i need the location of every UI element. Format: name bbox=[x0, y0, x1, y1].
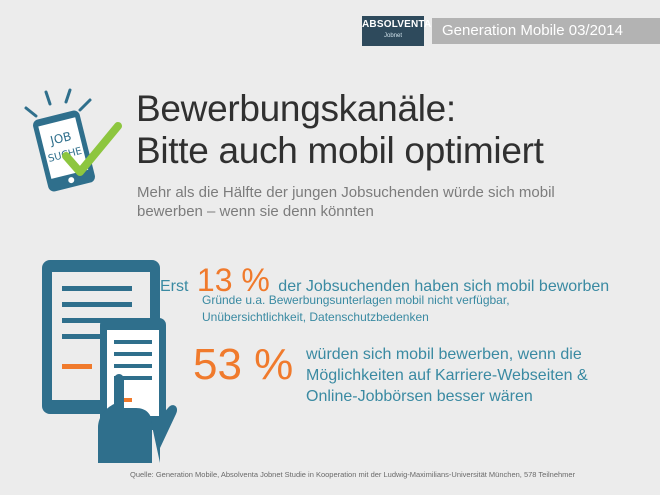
checkmark-icon bbox=[62, 122, 122, 176]
stat1-prefix: Erst bbox=[160, 278, 189, 295]
absolventa-logo: ABSOLVENTA Jobnet bbox=[362, 16, 432, 46]
stat1-reasons: Gründe u.a. Bewerbungsunterlagen mobil n… bbox=[202, 293, 510, 324]
job-search-phone-icon: JOB SUCHE bbox=[24, 88, 122, 192]
tablet-phone-hand-icon bbox=[42, 260, 178, 463]
subtitle: Mehr als die Hälfte der jungen Jobsuchen… bbox=[137, 184, 555, 220]
phone-label-line1: JOB bbox=[48, 129, 73, 148]
page-title: Bewerbungskanäle: Bitte auch mobil optim… bbox=[136, 88, 544, 172]
logo-brand-text: ABSOLVENTA bbox=[362, 19, 432, 30]
stat1-value: 13 % bbox=[196, 262, 270, 298]
stat1-line: Erst 13 % der Jobsuchenden haben sich mo… bbox=[160, 262, 609, 299]
stat1-text: der Jobsuchenden haben sich mobil beworb… bbox=[278, 278, 610, 295]
stat2-value: 53 % bbox=[193, 340, 294, 389]
stat2-text: würden sich mobil bewerben, wenn die Mög… bbox=[306, 346, 588, 405]
logo-sub-text: Jobnet bbox=[383, 33, 402, 39]
title-line1: Bewerbungskanäle: bbox=[136, 88, 456, 129]
edition-label: Generation Mobile 03/2014 bbox=[432, 18, 660, 44]
signal-rays-icon bbox=[24, 88, 92, 118]
title-line2: Bitte auch mobil optimiert bbox=[136, 130, 544, 171]
source-note: Quelle: Generation Mobile, Absolventa Jo… bbox=[130, 470, 576, 479]
